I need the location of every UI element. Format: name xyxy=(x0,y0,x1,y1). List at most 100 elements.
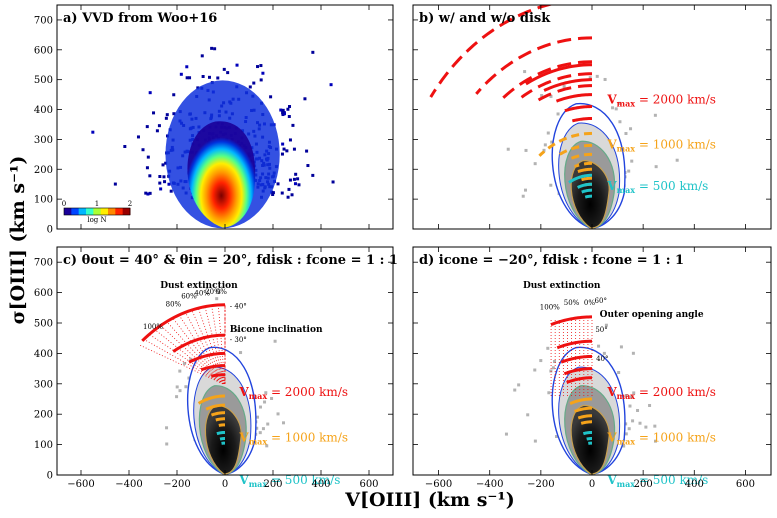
heatmap-pixel xyxy=(276,182,280,186)
scatter-point xyxy=(628,404,632,408)
colorbar-tick-label: 2 xyxy=(128,200,132,208)
angle-label: 60° xyxy=(595,297,607,305)
scatter-point xyxy=(165,442,169,446)
scatter-point xyxy=(215,297,219,301)
heatmap-pixel xyxy=(294,172,298,176)
scatter-point xyxy=(552,360,556,364)
heatmap-pixel xyxy=(207,75,211,79)
model-curve-1000-dashed xyxy=(557,143,593,157)
x-tick-label: 400 xyxy=(685,479,704,490)
scatter-point xyxy=(239,351,243,355)
panel-a: 0 1 2 log N 0 100 200 300 400 500 600 700 a) VVD fro… xyxy=(34,4,394,236)
heatmap-pixel xyxy=(179,72,183,76)
model-curve-2000-dashed xyxy=(429,5,552,98)
heatmap-pixel xyxy=(288,178,292,182)
dust-extinction-label: Dust extinction xyxy=(160,281,238,291)
dust-ray xyxy=(217,304,226,384)
y-tick-label: 200 xyxy=(34,410,53,421)
model-curve-1000 xyxy=(577,414,593,420)
y-tick-label: 400 xyxy=(34,105,53,116)
scatter-point xyxy=(165,426,169,430)
colorbar-tick-label: 0 xyxy=(62,200,66,208)
scatter-point xyxy=(618,120,622,124)
vmax-label: Vmax = 500 km/s xyxy=(606,179,708,195)
dust-ray xyxy=(154,329,224,385)
heatmap-pixel xyxy=(163,180,167,184)
plot-content-b xyxy=(429,5,679,229)
scatter-point xyxy=(627,427,631,431)
x-tick-label: 200 xyxy=(634,479,653,490)
vmax-label: Vmax = 1000 km/s xyxy=(606,137,716,153)
model-curve-2000 xyxy=(571,116,593,123)
scatter-point xyxy=(624,432,628,436)
scatter-point xyxy=(273,339,277,343)
scatter-point xyxy=(513,388,517,392)
heatmap-pixel xyxy=(287,115,291,119)
scatter-point xyxy=(636,408,640,412)
heatmap-pixel xyxy=(285,149,289,153)
heatmap-pixel xyxy=(269,95,273,99)
scatter-point xyxy=(523,188,527,192)
model-curve-2000 xyxy=(141,303,226,342)
heatmap-pixel xyxy=(282,112,286,116)
dust-level-label: 100% xyxy=(540,303,560,311)
scatter-point xyxy=(629,395,633,399)
model-curve-1000 xyxy=(580,420,593,425)
scatter-point xyxy=(265,444,269,448)
bicone-inclination-label: Bicone inclination xyxy=(230,325,323,335)
heatmap-pixel xyxy=(162,175,166,179)
dust-ray xyxy=(211,305,226,384)
panel-title-b: b) w/ and w/o disk xyxy=(419,11,551,26)
heatmap-pixel xyxy=(145,166,149,170)
heatmap-pixel xyxy=(281,111,285,115)
scatter-point xyxy=(617,371,621,375)
x-tick-label: −400 xyxy=(115,479,142,490)
scatter-point xyxy=(549,183,553,187)
scatter-point xyxy=(524,148,528,152)
x-tick-label: 400 xyxy=(311,479,330,490)
scatter-point xyxy=(258,431,262,435)
colorbar-swatch xyxy=(100,208,109,215)
x-tick-label: −600 xyxy=(67,479,94,490)
scatter-point xyxy=(546,346,550,350)
plot-content-d xyxy=(504,315,658,475)
scatter-point xyxy=(521,194,525,198)
scatter-point xyxy=(539,359,543,363)
heatmap-pixel xyxy=(282,147,286,151)
y-tick-label: 600 xyxy=(34,45,53,56)
heatmap-pixel xyxy=(286,195,290,199)
heatmap-pixel xyxy=(152,111,156,115)
heatmap-pixel xyxy=(280,191,284,195)
colorbar-swatch xyxy=(71,208,80,215)
dust-level-label: 40% xyxy=(194,290,210,298)
scatter-point xyxy=(187,376,191,380)
y-tick-label: 700 xyxy=(34,258,53,269)
model-curve-1000 xyxy=(574,406,593,413)
panel-title-c: c) θout = 40° & θin = 20°, fdisk : fcone… xyxy=(63,253,398,268)
y-tick-label: 600 xyxy=(34,288,53,299)
heatmap-pixel xyxy=(161,163,165,167)
colorbar-swatch xyxy=(64,208,72,215)
angle-label: 50° xyxy=(595,326,607,334)
scatter-point xyxy=(543,143,547,147)
model-curve-2000 xyxy=(560,354,593,364)
y-tick-label: 400 xyxy=(34,349,53,360)
model-curve-2000 xyxy=(210,373,226,378)
colorbar-label: log N xyxy=(87,216,106,224)
heatmap-pixel xyxy=(113,182,117,186)
panel-title-a: a) VVD from Woo+16 xyxy=(63,11,217,26)
heatmap-pixel xyxy=(172,112,176,116)
y-tick-label: 100 xyxy=(34,440,53,451)
scatter-point xyxy=(546,131,550,135)
scatter-point xyxy=(614,107,618,111)
y-tick-label: 700 xyxy=(34,15,53,26)
colorbar-swatch xyxy=(122,208,131,215)
scatter-point xyxy=(595,74,599,78)
heatmap-pixel xyxy=(213,47,217,51)
scatter-point xyxy=(611,106,615,110)
dust-level-label: 0% xyxy=(584,299,595,307)
model-curve-1000 xyxy=(581,176,593,182)
heatmap-pixel xyxy=(145,125,149,129)
scatter-point xyxy=(178,389,182,393)
outer-opening-label: Outer opening angle xyxy=(600,310,704,320)
